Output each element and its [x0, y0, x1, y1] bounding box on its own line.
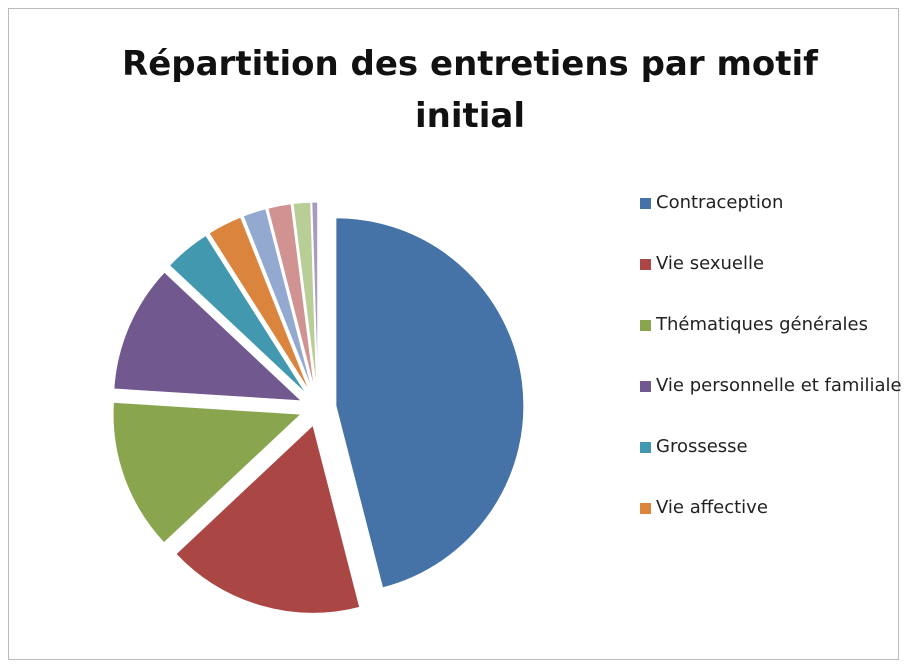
legend-label: Vie personnelle et familiale [656, 375, 902, 396]
legend-swatch [640, 381, 651, 392]
legend-label: Grossesse [656, 436, 748, 457]
pie-slice [168, 234, 307, 395]
legend-swatch [640, 503, 651, 514]
legend-entry: Grossesse [636, 434, 906, 460]
pie-slice [292, 201, 318, 391]
legend-swatch [640, 320, 651, 331]
chart-title: Répartition des entretiens par motif ini… [122, 44, 818, 136]
pie-slice [267, 203, 316, 391]
legend-entry: Vie personnelle et familiale [636, 373, 906, 399]
pie-slice [112, 401, 303, 544]
legend-label: Contraception [656, 192, 784, 213]
legend-swatch [640, 442, 651, 453]
legend-swatch [640, 259, 651, 270]
pie-slice [175, 424, 361, 614]
legend-entry: Contraception [636, 190, 906, 216]
pie-slice [208, 216, 311, 393]
legend-entry: Vie affective [636, 495, 906, 521]
legend-entry: Vie sexuelle [636, 251, 906, 277]
legend: Contraception Vie sexuelle Thématiques gén… [636, 190, 906, 556]
pie-slice [242, 208, 313, 392]
pie-slice [113, 271, 303, 402]
pie-slice [335, 217, 525, 589]
legend-label: Vie sexuelle [656, 253, 765, 274]
pie-slice [311, 201, 319, 391]
legend-label: Thématiques générales [656, 314, 868, 335]
legend-entry: Thématiques générales [636, 312, 906, 338]
legend-swatch [640, 198, 651, 209]
chart-frame [8, 8, 899, 660]
legend-label: Vie affective [656, 497, 768, 518]
